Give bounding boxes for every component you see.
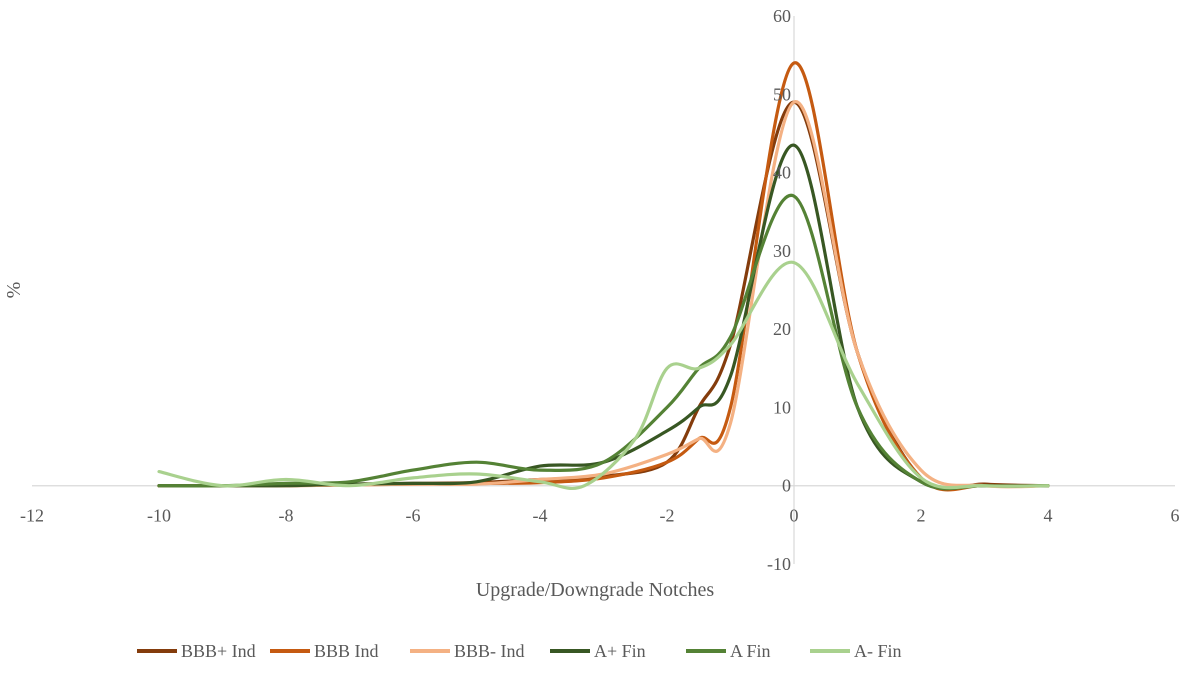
x-tick-label: -12 (20, 506, 44, 526)
x-tick-label: -4 (533, 506, 548, 526)
tick-labels: -12 -10 -8 -6 -4 -2 0 2 4 6 -10 0 10 20 30 40 50 60 (20, 6, 1180, 574)
x-tick-label: -10 (147, 506, 171, 526)
series-line (157, 100, 1050, 489)
legend-item: BBB Ind (270, 641, 379, 661)
y-tick-label: -10 (767, 554, 791, 574)
legend-label: A+ Fin (594, 641, 646, 661)
legend-item: A- Fin (810, 641, 902, 661)
y-tick-label: 30 (773, 241, 791, 261)
x-tick-label: -8 (279, 506, 294, 526)
x-tick-label: -6 (406, 506, 421, 526)
y-tick-label: 0 (782, 476, 791, 496)
series-line (157, 193, 1050, 491)
legend-item: BBB+ Ind (137, 641, 256, 661)
y-tick-label: 50 (773, 84, 791, 104)
legend-label: A Fin (730, 641, 771, 661)
x-tick-label: 0 (790, 506, 799, 526)
x-tick-label: 2 (917, 506, 926, 526)
legend-label: BBB Ind (314, 641, 379, 661)
series-line (157, 143, 1050, 491)
x-tick-label: 6 (1171, 506, 1180, 526)
y-tick-label: 40 (773, 163, 791, 183)
legend-label: BBB- Ind (454, 641, 525, 661)
legend-label: A- Fin (854, 641, 902, 661)
legend-item: BBB- Ind (410, 641, 525, 661)
legend-label: BBB+ Ind (181, 641, 256, 661)
y-tick-label: 60 (773, 6, 791, 26)
legend-item: A+ Fin (550, 641, 646, 661)
y-tick-label: 20 (773, 319, 791, 339)
legend: BBB+ Ind BBB Ind BBB- Ind A+ Fin A Fin A- Fin (137, 641, 902, 661)
y-axis-title: % (3, 282, 25, 299)
x-axis-title: Upgrade/Downgrade Notches (476, 579, 714, 601)
legend-item: A Fin (686, 641, 771, 661)
x-tick-label: -2 (660, 506, 675, 526)
x-tick-label: 4 (1044, 506, 1053, 526)
y-tick-label: 10 (773, 397, 791, 417)
series-line (157, 61, 1050, 492)
series-lines (157, 61, 1050, 492)
series-line (157, 100, 1050, 491)
series-line (157, 260, 1050, 491)
